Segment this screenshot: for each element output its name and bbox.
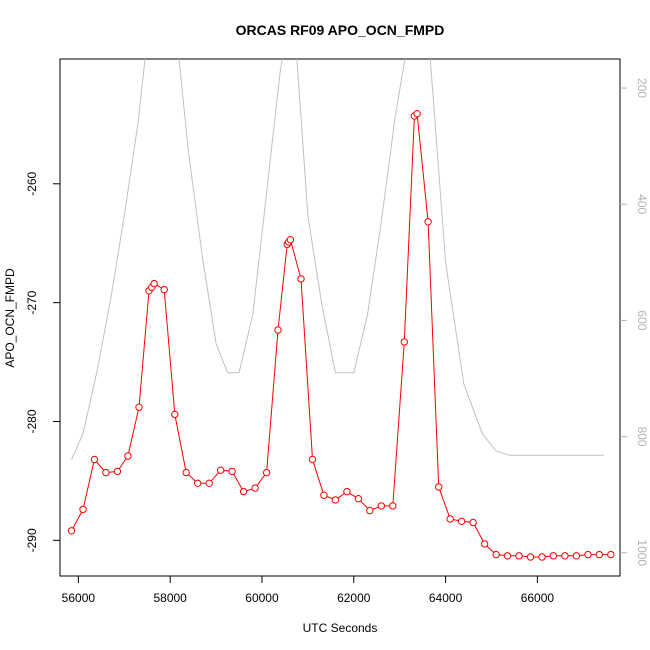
data-point (286, 236, 295, 244)
right-tick-label: 200 (635, 78, 649, 98)
right-tick-label: 800 (635, 427, 649, 447)
x-axis-label: UTC Seconds (303, 621, 378, 635)
data-point (469, 518, 477, 527)
data-point (150, 279, 158, 288)
data-point (217, 466, 225, 474)
data-point (480, 540, 489, 548)
data-point (515, 552, 523, 560)
chart-title: ORCAS RF09 APO_OCN_FMPD (236, 22, 445, 38)
data-point (90, 455, 99, 464)
y-tick-label: -270 (25, 290, 39, 314)
data-point (251, 484, 259, 492)
secondary-series-line (71, 59, 604, 461)
data-point (457, 517, 466, 525)
data-point (503, 552, 512, 560)
data-point (102, 468, 110, 477)
data-point (377, 502, 385, 510)
y-tick-label: -290 (25, 528, 39, 552)
data-point (400, 338, 408, 346)
right-tick-label: 400 (635, 194, 649, 214)
series-layer (67, 59, 615, 561)
data-point (424, 218, 432, 226)
data-point (205, 479, 213, 487)
data-point (366, 506, 374, 515)
data-point (113, 467, 122, 476)
data-point (274, 326, 282, 334)
data-point (262, 468, 271, 477)
data-point (538, 553, 546, 561)
data-point (572, 552, 581, 560)
data-point (331, 496, 340, 504)
data-point (435, 483, 443, 491)
x-axis: 56000 58000 60000 62000 64000 66000 (62, 576, 555, 605)
y-axis-label: APO_OCN_FMPD (3, 268, 17, 368)
data-point (584, 550, 592, 559)
data-point (67, 527, 76, 535)
data-point (413, 110, 421, 118)
data-point (492, 550, 500, 559)
right-tick-label: 1000 (635, 539, 649, 566)
data-point (135, 403, 143, 411)
plot-frame (59, 58, 621, 577)
y-tick-label: -280 (25, 409, 39, 433)
data-point (308, 455, 317, 464)
data-point (79, 505, 87, 514)
data-point (320, 491, 328, 499)
series-line (71, 112, 611, 558)
data-point (595, 550, 603, 559)
y-tick-label: -260 (25, 171, 39, 195)
data-point (607, 550, 615, 559)
data-point (389, 502, 397, 510)
data-point (297, 275, 305, 283)
data-point (171, 410, 179, 419)
data-point (228, 467, 236, 476)
data-point (194, 479, 202, 487)
x-tick-label: 66000 (521, 591, 555, 605)
right-tick-label: 600 (635, 310, 649, 330)
data-point (561, 552, 569, 560)
x-tick-label: 58000 (153, 591, 187, 605)
data-point (526, 553, 535, 561)
x-tick-label: 62000 (337, 591, 371, 605)
data-point (239, 487, 248, 496)
y-axis: -290 -280 -270 -260 (25, 171, 60, 552)
data-point (446, 515, 454, 523)
data-point (182, 468, 190, 477)
data-point (160, 285, 168, 294)
data-point (354, 495, 363, 503)
x-tick-label: 56000 (62, 591, 96, 605)
x-tick-label: 64000 (429, 591, 463, 605)
data-point (343, 487, 351, 496)
data-point (124, 452, 132, 460)
right-axis: 200 400 600 800 1000 (620, 78, 649, 566)
x-tick-label: 60000 (245, 591, 279, 605)
data-point (549, 552, 558, 560)
